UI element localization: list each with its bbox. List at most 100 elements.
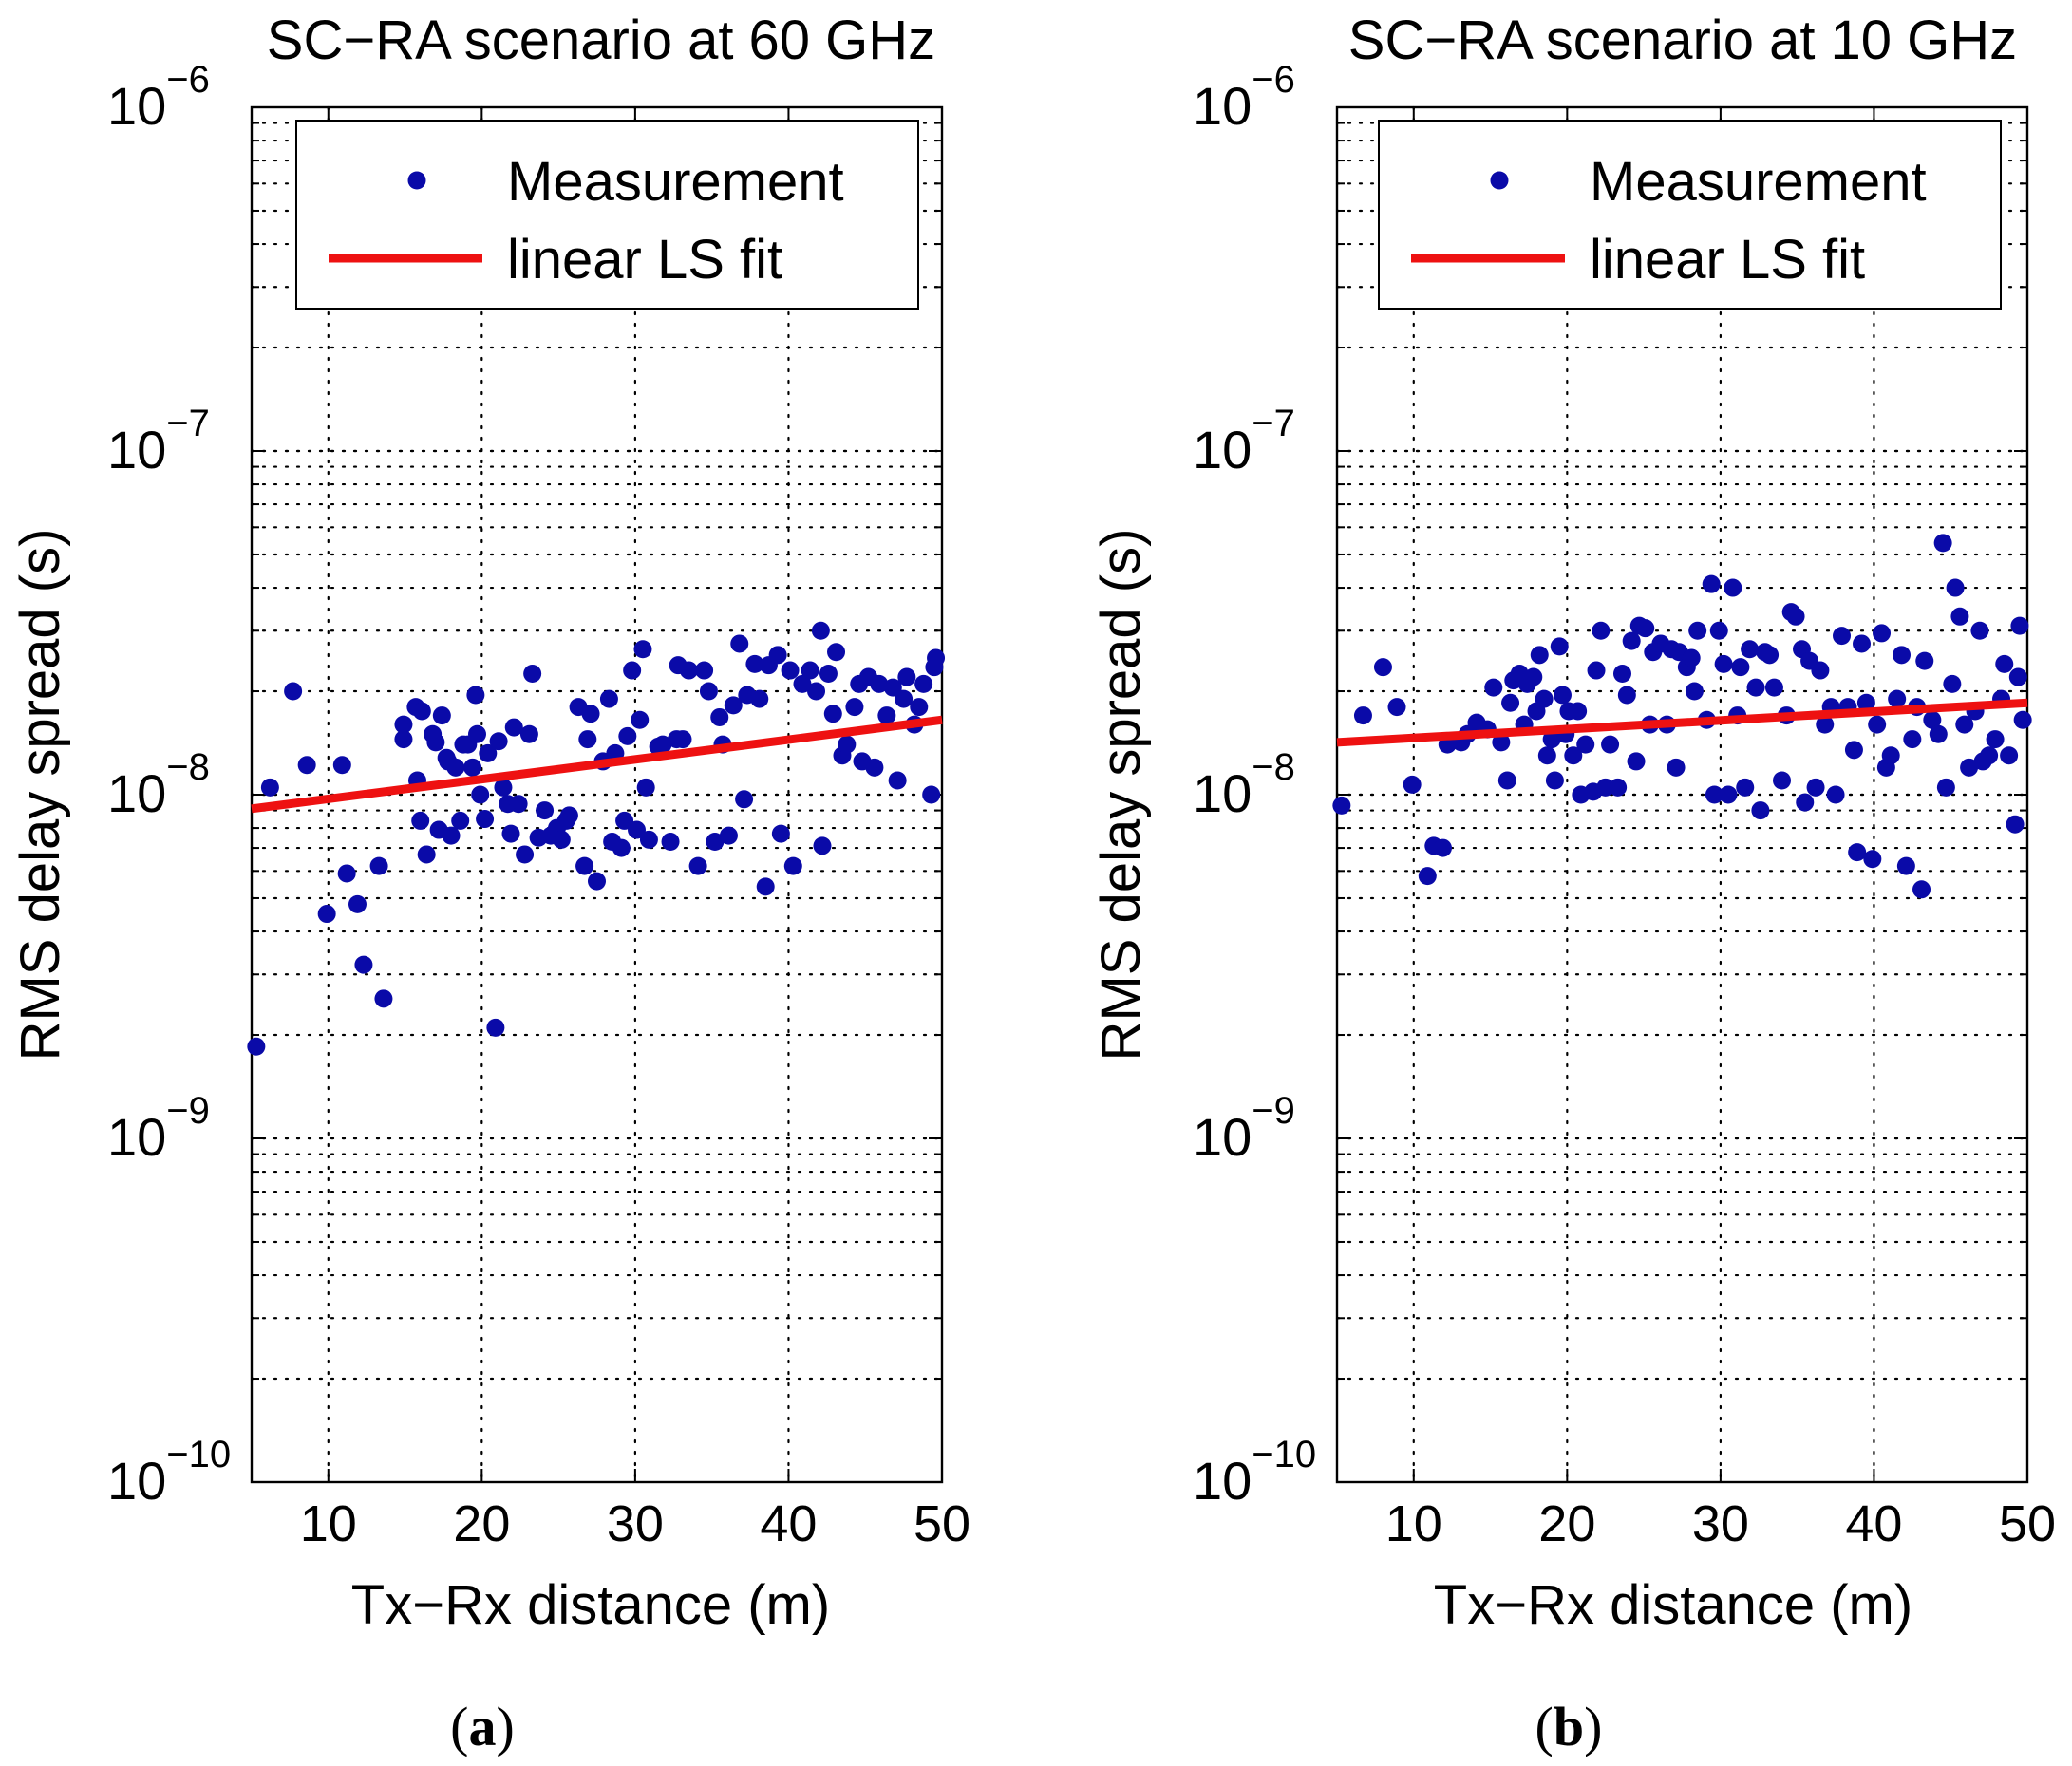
y-tick-label: 10−10 [107, 1434, 231, 1511]
measurement-point [870, 674, 889, 693]
x-tick-label: 10 [1385, 1495, 1442, 1552]
measurement-point [417, 845, 436, 864]
measurement-point [284, 682, 303, 701]
measurement-point [1816, 715, 1835, 734]
legend-label-fit: linear LS fit [507, 229, 782, 291]
measurement-point [463, 758, 482, 777]
measurement-point [1545, 771, 1564, 790]
measurement-point [1403, 775, 1422, 794]
measurement-point [735, 790, 754, 809]
measurement-point [1751, 801, 1770, 820]
y-tick-label: 10−10 [1193, 1434, 1316, 1511]
measurement-point [1418, 867, 1437, 886]
y-tick-base: 10 [107, 76, 166, 136]
measurement-point [1773, 771, 1792, 790]
measurement-point [628, 820, 647, 839]
measurement-point [612, 838, 631, 857]
measurement-point [516, 845, 535, 864]
measurement-point [1736, 778, 1755, 797]
measurement-point [337, 864, 356, 883]
measurement-point [1497, 771, 1516, 790]
measurement-point [914, 674, 933, 693]
y-tick-exponent: −8 [1252, 746, 1295, 788]
measurement-point [1868, 715, 1887, 734]
measurement-point [618, 726, 637, 745]
panel-label-letter: b [1554, 1696, 1584, 1757]
measurement-point [1524, 667, 1543, 686]
legend-marker-measurement [407, 171, 426, 190]
measurement-point [1848, 843, 1867, 862]
measurement-point [1946, 578, 1965, 597]
y-tick-label: 10−9 [107, 1090, 210, 1167]
measurement-point [710, 707, 729, 726]
measurement-point [1811, 661, 1830, 680]
measurement-point [479, 743, 498, 762]
y-tick-exponent: −7 [1252, 403, 1295, 444]
measurement-point [1893, 646, 1912, 665]
x-axis-label: Tx−Rx distance (m) [1434, 1574, 1912, 1636]
y-tick-label: 10−9 [1193, 1090, 1295, 1167]
y-tick-base: 10 [1193, 76, 1252, 136]
measurement-point [1761, 646, 1780, 665]
y-tick-exponent: −6 [166, 59, 210, 101]
y-tick-exponent: −7 [166, 403, 210, 444]
y-tick-exponent: −10 [1252, 1434, 1316, 1475]
measurement-point [1741, 640, 1760, 659]
x-tick-label: 30 [1692, 1495, 1749, 1552]
measurement-point [1856, 693, 1875, 712]
measurement-point [1433, 838, 1452, 857]
measurement-point [1685, 682, 1704, 701]
measurement-point [552, 830, 571, 849]
measurement-point [1553, 686, 1572, 705]
y-tick-label: 10−6 [1193, 59, 1295, 136]
measurement-point [1501, 693, 1520, 712]
measurement-point [883, 678, 902, 697]
measurement-point [451, 811, 470, 830]
measurement-point [1806, 778, 1825, 797]
measurement-point [489, 732, 508, 751]
measurement-point [1492, 733, 1511, 752]
measurement-point [501, 824, 520, 843]
x-tick-label: 40 [760, 1495, 817, 1552]
measurement-point [688, 856, 707, 875]
measurement-point [467, 724, 486, 743]
y-axis-label: RMS delay spread (s) [9, 529, 71, 1061]
measurement-point [1617, 686, 1636, 705]
measurement-point [1933, 534, 1952, 553]
measurement-point [888, 771, 907, 790]
measurement-point [1844, 741, 1863, 760]
measurement-point [2010, 616, 2029, 635]
measurement-point [575, 856, 594, 875]
panel-label-open: ( [1535, 1696, 1554, 1757]
measurement-point [807, 682, 826, 701]
measurement-point [486, 1018, 505, 1037]
measurement-point [1688, 621, 1707, 640]
measurement-point [699, 682, 718, 701]
measurement-point [426, 733, 445, 752]
tick-marks [1337, 106, 2028, 1483]
measurement-point [1332, 796, 1351, 815]
measurement-point [695, 661, 714, 680]
measurement-point [679, 661, 698, 680]
y-tick-base: 10 [107, 1107, 166, 1167]
measurement-point [519, 724, 538, 743]
measurement-point [1936, 778, 1955, 797]
chart-title: SC−RA scenario at 10 GHz [1348, 9, 2017, 71]
measurement-point [1609, 778, 1628, 797]
measurement-point [504, 718, 523, 737]
measurement-point [631, 710, 650, 729]
measurement-point [724, 696, 743, 715]
measurement-point [877, 706, 896, 725]
measurement-point [1484, 678, 1503, 697]
measurement-point [1950, 607, 1969, 626]
measurement-point [1786, 607, 1805, 626]
measurement-point [1719, 785, 1738, 804]
measurement-point [1955, 715, 1974, 734]
measurement-point [1530, 646, 1549, 665]
measurement-point [317, 905, 336, 924]
measurement-point [1746, 678, 1765, 697]
measurement-point [466, 686, 485, 705]
measurement-point [653, 735, 672, 754]
legend: Measurement linear LS fit [1378, 120, 2002, 310]
measurement-point [865, 758, 884, 777]
